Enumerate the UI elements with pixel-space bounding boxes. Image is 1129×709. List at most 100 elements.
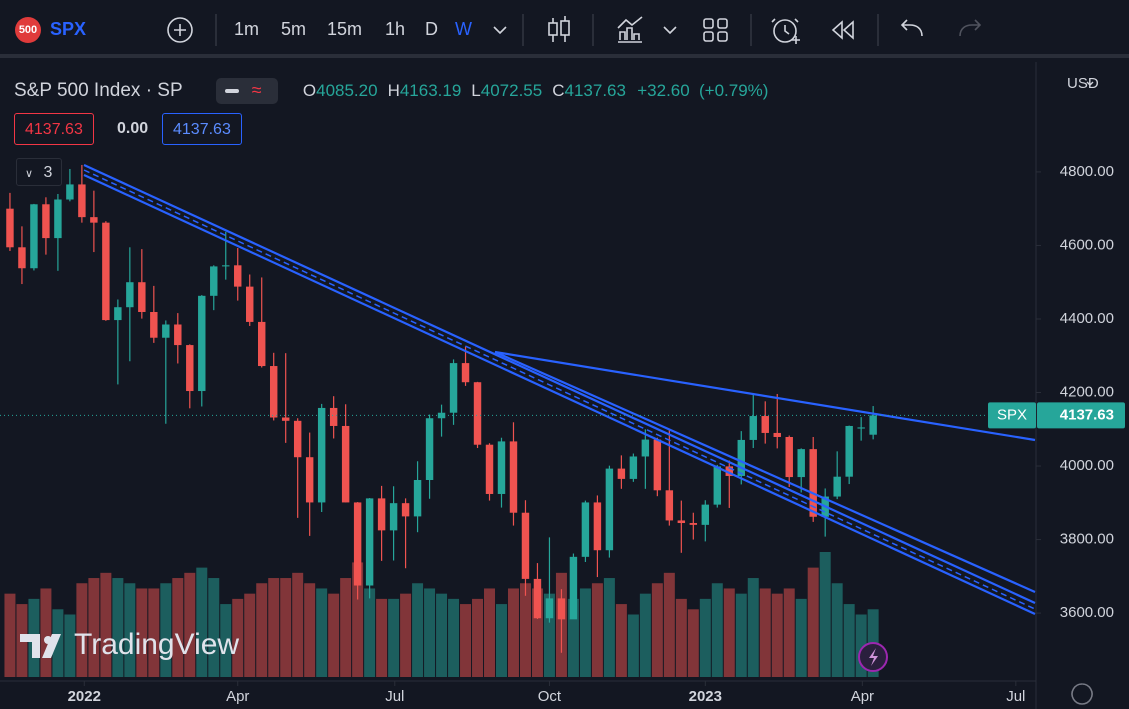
volume-bar: [723, 588, 735, 677]
indicators-count: 3: [43, 164, 53, 181]
volume-bar: [412, 583, 424, 677]
separators: [215, 14, 879, 46]
indicators-toggle[interactable]: ∨ 3: [16, 158, 62, 186]
volume-bar: [256, 583, 268, 677]
candle-body: [437, 412, 446, 419]
add-plus: [174, 24, 186, 36]
trend-line[interactable]: [83, 174, 1036, 615]
trend-lines: [83, 164, 1036, 615]
candle-body: [258, 321, 266, 367]
candle-body: [18, 247, 26, 269]
toggle-eye: [224, 89, 239, 93]
volume-bar: [651, 583, 663, 677]
alert-icon[interactable]: [773, 19, 797, 43]
volume-bar: [496, 604, 507, 677]
trend-line[interactable]: [494, 350, 1036, 442]
spread: 0.00: [117, 120, 149, 137]
candle-body: [701, 504, 710, 525]
ohlc-value: 4072.55: [480, 81, 543, 101]
candle-body: [401, 503, 410, 517]
add-icon[interactable]: [167, 17, 193, 43]
volume-bar: [4, 593, 16, 677]
volume-bar: [184, 572, 196, 677]
ohlc-label: H: [387, 81, 400, 101]
chevrons[interactable]: [493, 26, 677, 35]
layout-icon: [717, 31, 728, 42]
candle-body: [449, 363, 458, 413]
trend-line[interactable]: [494, 350, 1036, 594]
candle-body: [605, 468, 614, 551]
currency[interactable]: USD: [1067, 75, 1099, 92]
replay-icon[interactable]: [831, 20, 854, 40]
x-tick-label: Apr: [851, 688, 874, 705]
y-tick-label: 4800.00: [1060, 163, 1114, 180]
volume-bar: [639, 593, 651, 677]
redo-icon[interactable]: [959, 19, 982, 37]
sell-price[interactable]: 4137.63: [14, 113, 94, 145]
visibility-toggle[interactable]: ≈: [215, 78, 278, 104]
bolt-icon: [869, 648, 878, 666]
candle-body: [761, 416, 769, 433]
trend-line[interactable]: [83, 164, 1036, 604]
candle-body: [773, 432, 781, 437]
interval[interactable]: 1m: [234, 19, 260, 39]
volume-bar: [148, 588, 160, 677]
volume-bar: [460, 604, 472, 677]
candle-body: [150, 311, 158, 338]
volume-bar: [807, 567, 819, 677]
candle-body: [425, 418, 434, 481]
volume-bar: [783, 588, 795, 677]
layout-icon[interactable]: [703, 18, 714, 29]
volume-bar: [603, 578, 615, 677]
interval[interactable]: W: [455, 19, 472, 39]
toggle-wave: ≈: [251, 80, 262, 100]
interval[interactable]: 15m: [327, 19, 363, 39]
candle-body: [281, 417, 290, 421]
volume-bar: [196, 567, 208, 677]
ohlc-label: O: [302, 81, 317, 101]
settings-icon[interactable]: [1071, 683, 1093, 705]
candle-body: [126, 282, 134, 308]
candle-body: [461, 363, 470, 383]
ohlc: O4085.20 H4163.19 L4072.55 C4137.63: [303, 81, 626, 100]
interval[interactable]: 5m: [281, 19, 307, 39]
candle-body: [222, 265, 230, 267]
volume-bar: [615, 604, 627, 677]
volume-bar: [64, 614, 76, 677]
volume-bar: [507, 588, 519, 677]
volume-bar: [771, 593, 783, 677]
volume-bar: [543, 593, 555, 677]
watermark-dot: [44, 636, 52, 644]
symbol[interactable]: SPX: [50, 19, 87, 39]
candle-body: [869, 415, 877, 435]
undo-icon[interactable]: [900, 19, 923, 37]
volume-bar: [40, 588, 52, 677]
symbol-badge[interactable]: 500: [15, 17, 41, 43]
volume-bar: [328, 593, 340, 677]
trend-line[interactable]: [83, 169, 1036, 610]
candle-body: [737, 439, 745, 476]
ohlc-value: 4137.63: [564, 81, 626, 101]
candle-body: [653, 439, 662, 491]
interval[interactable]: D: [425, 19, 438, 39]
buy-price[interactable]: 4137.63: [162, 113, 242, 145]
change: +32.60: [637, 81, 690, 101]
x-tick-label: Apr: [226, 688, 249, 705]
candle-body: [833, 476, 841, 497]
volume-bar: [220, 604, 232, 677]
legend-title: S&P 500 Index · SP: [14, 80, 183, 102]
candle-layer: [6, 164, 877, 653]
candle-body: [593, 502, 602, 551]
volume-bar: [627, 614, 639, 677]
candle-body: [521, 512, 530, 579]
indicator-icon[interactable]: [617, 16, 643, 43]
interval[interactable]: 1h: [385, 19, 406, 39]
ohlc-label: C: [552, 81, 565, 101]
candle-body: [713, 466, 722, 505]
candle-body: [329, 407, 338, 426]
candle-body: [6, 208, 14, 248]
y-tick-label: 4400.00: [1060, 310, 1114, 327]
candle-body: [353, 502, 362, 586]
candle-body: [581, 502, 590, 557]
volume-bar: [687, 609, 699, 677]
